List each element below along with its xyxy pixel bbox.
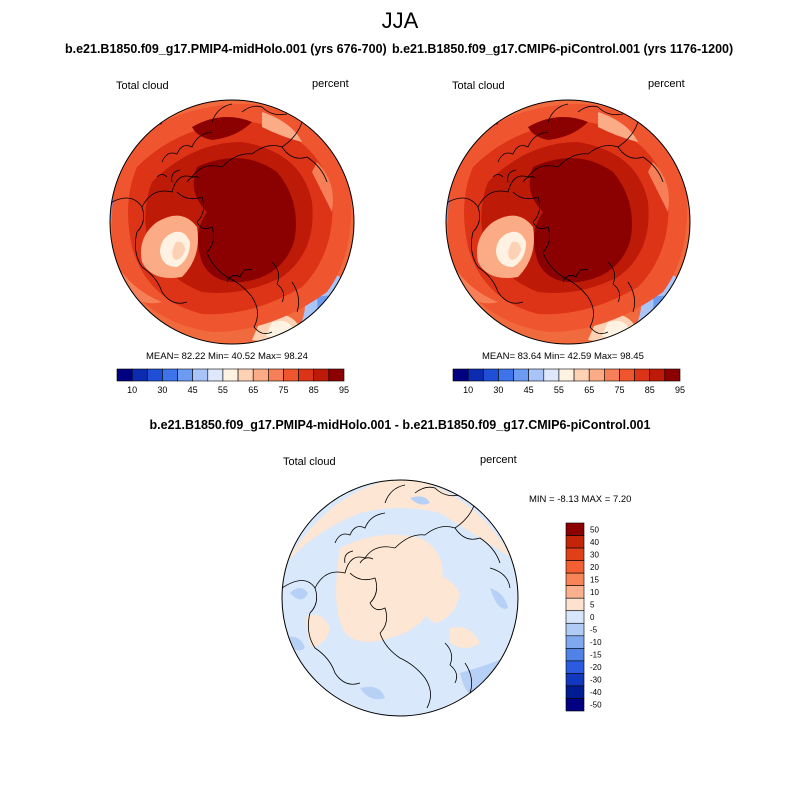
- panel1-colorbar-swatch: [222, 368, 239, 382]
- panel1-colorbar: 10 30 45 55 65 75 85 95: [116, 368, 349, 395]
- diff-colorbar-swatch: [565, 572, 585, 586]
- panel1-colorbar-tick-label: 55: [218, 385, 228, 395]
- season-title: JJA: [381, 8, 419, 33]
- panel2-colorbar-tick-label: 30: [493, 385, 503, 395]
- diff-colorbar-swatch: [565, 522, 585, 536]
- diff-colorbar-swatch: [565, 685, 585, 699]
- panel1-colorbar-tick-label: 30: [157, 385, 167, 395]
- panel2-colorbar-swatch: [588, 368, 605, 382]
- panel2-colorbar-swatch: [498, 368, 514, 382]
- diff-colorbar-swatch: [565, 698, 585, 712]
- diff-colorbar-tick-label: -15: [590, 651, 602, 660]
- panel1-variable-label: Total cloud: [116, 80, 169, 92]
- diff-map: [282, 480, 518, 716]
- panel1-title: b.e21.B1850.f09_g17.PMIP4-midHolo.001 (y…: [65, 42, 387, 56]
- panel1-map-border: [109, 99, 355, 345]
- panel2-stats: MEAN= 83.64 Min= 42.59 Max= 98.45: [482, 351, 644, 362]
- diff-colorbar-swatch: [565, 648, 585, 662]
- panel1-colorbar-swatch: [162, 368, 178, 382]
- panel2-units-label: percent: [648, 78, 685, 90]
- diff-colorbar-tick-label: -40: [590, 688, 602, 697]
- panel1-colorbar-swatch: [237, 368, 254, 382]
- panel2-title: b.e21.B1850.f09_g17.CMIP6-piControl.001 …: [392, 42, 734, 56]
- diff-colorbar-swatch: [565, 660, 585, 674]
- diff-map-border: [281, 479, 519, 717]
- panel2-colorbar: 10 30 45 55 65 75 85 95: [452, 368, 685, 395]
- panel1-colorbar-tick-label: 10: [127, 385, 137, 395]
- panel2-colorbar-swatch: [619, 368, 635, 382]
- diff-colorbar-swatch: [565, 622, 585, 637]
- panel2-colorbar-swatch: [467, 368, 484, 382]
- panel1-colorbar-swatch: [252, 368, 269, 382]
- diff-colorbar-tick-label: -10: [590, 638, 602, 647]
- panel2-colorbar-tick-label: 85: [645, 385, 655, 395]
- panel2-colorbar-tick-label: 45: [524, 385, 534, 395]
- panel1-colorbar-tick-label: 95: [339, 385, 349, 395]
- panel1-colorbar-swatch: [283, 368, 299, 382]
- diff-colorbar-tick-label: 0: [590, 613, 595, 622]
- diff-colorbar-swatch: [565, 610, 585, 624]
- panel1-colorbar-swatch: [177, 368, 193, 382]
- diff-colorbar-tick-label: -50: [590, 701, 602, 710]
- panel2-colorbar-swatch: [649, 368, 666, 382]
- panel1-map: [110, 100, 354, 344]
- diff-colorbar-swatch: [565, 547, 585, 561]
- panel2-colorbar-tick-label: 10: [463, 385, 473, 395]
- panel1-colorbar-swatch: [268, 368, 284, 382]
- panel2-colorbar-swatch: [604, 368, 620, 382]
- diff-colorbar-tick-label: 15: [590, 575, 599, 584]
- panel2-colorbar-tick-label: 55: [554, 385, 564, 395]
- diff-units-label: percent: [480, 454, 517, 466]
- panel1-colorbar-swatch: [328, 368, 345, 382]
- diff-colorbar-tick-label: -20: [590, 663, 602, 672]
- diff-colorbar-tick-label: 20: [590, 563, 599, 572]
- diff-colorbar-swatch: [565, 560, 585, 574]
- diff-title: b.e21.B1850.f09_g17.PMIP4-midHolo.001 - …: [149, 418, 651, 432]
- diff-minmax: MIN = -8.13 MAX = 7.20: [529, 494, 632, 505]
- panel1-colorbar-swatch: [131, 368, 148, 382]
- panel1-colorbar-swatch: [313, 368, 330, 382]
- diff-colorbar-swatch: [565, 635, 585, 649]
- diff-colorbar-tick-label: 5: [590, 600, 595, 609]
- panel2-colorbar-swatch: [482, 368, 499, 382]
- diff-colorbar-tick-label: 40: [590, 538, 599, 547]
- panel1-colorbar-swatch: [298, 368, 315, 382]
- diff-variable-label: Total cloud: [283, 456, 336, 468]
- panel1-stats: MEAN= 82.22 Min= 40.52 Max= 98.24: [146, 351, 308, 362]
- panel2-variable-label: Total cloud: [452, 80, 505, 92]
- panel2-colorbar-swatch: [664, 368, 681, 382]
- panel2-colorbar-tick-label: 75: [614, 385, 624, 395]
- panel2-colorbar-tick-label: 95: [675, 385, 685, 395]
- panel1-colorbar-swatch: [192, 368, 209, 382]
- panel2-colorbar-swatch: [528, 368, 545, 382]
- panel1-colorbar-swatch: [207, 368, 224, 382]
- panel2-colorbar-swatch: [513, 368, 529, 382]
- panel1-colorbar-tick-label: 65: [248, 385, 258, 395]
- panel1-units-label: percent: [312, 78, 349, 90]
- diff-colorbar-tick-label: 30: [590, 550, 599, 559]
- diff-colorbar-tick-label: 10: [590, 588, 599, 597]
- diff-colorbar-swatch: [565, 597, 585, 612]
- panel2-colorbar-swatch: [573, 368, 590, 382]
- diff-colorbar-tick-label: -5: [590, 626, 598, 635]
- panel1-colorbar-swatch: [146, 368, 163, 382]
- diff-colorbar-tick-label: -30: [590, 676, 602, 685]
- panel2-colorbar-tick-label: 65: [584, 385, 594, 395]
- diff-colorbar-swatch: [565, 673, 585, 687]
- panel1-colorbar-tick-label: 75: [278, 385, 288, 395]
- diff-colorbar-swatch: [565, 585, 585, 599]
- panel1-colorbar-swatch: [116, 368, 133, 382]
- panel2-colorbar-swatch: [634, 368, 651, 382]
- panel2-colorbar-swatch: [543, 368, 560, 382]
- panel1-colorbar-tick-label: 45: [188, 385, 198, 395]
- panel2-map-border: [445, 99, 691, 345]
- diff-colorbar-tick-label: 50: [590, 525, 599, 534]
- diff-colorbar-swatch: [565, 535, 585, 549]
- panel2-colorbar-swatch: [452, 368, 469, 382]
- panel2-map: [446, 100, 690, 344]
- panel2-colorbar-swatch: [558, 368, 575, 382]
- panel1-colorbar-tick-label: 85: [309, 385, 319, 395]
